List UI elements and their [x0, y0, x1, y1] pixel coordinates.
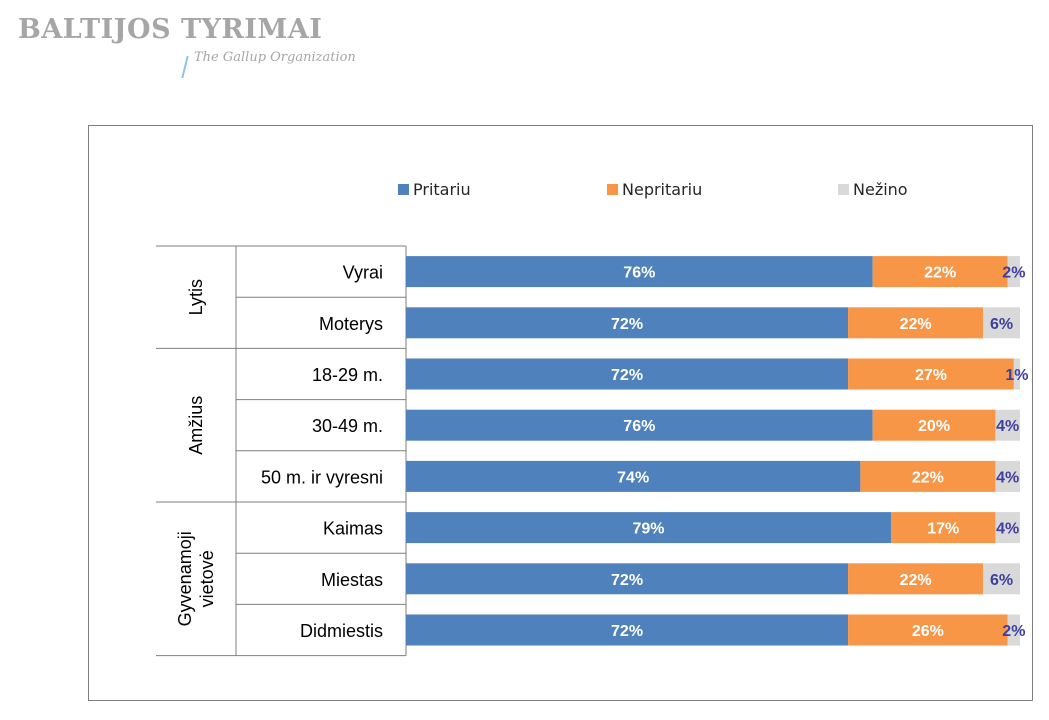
data-label-pritariu-50-m-ir-vyresni: 74% — [617, 469, 649, 486]
category-label-50-m-ir-vyresni: 50 m. ir vyresni — [261, 467, 383, 487]
bar-pritariu-30-49-m — [406, 409, 873, 441]
data-label-nepritariu-50-m-ir-vyresni: 22% — [912, 469, 944, 486]
data-label-pritariu-kaimas: 79% — [633, 521, 665, 538]
data-label-nezino-didmiestis: 2% — [1002, 623, 1025, 640]
bar-nepritariu-50-m-ir-vyresni — [860, 460, 996, 492]
data-label-nepritariu-30-49-m: 20% — [918, 418, 950, 435]
bar-nepritariu-didmiestis — [848, 614, 1008, 646]
data-label-pritariu-30-49-m: 76% — [623, 418, 655, 435]
bar-nezino-kaimas — [995, 512, 1020, 544]
brand-title: BALTIJOS TYRIMAI — [18, 14, 323, 45]
category-label-kaimas: Kaimas — [323, 519, 383, 539]
bar-nezino-didmiestis — [1007, 614, 1020, 646]
data-label-nezino-vyrai: 2% — [1002, 265, 1025, 282]
bar-nepritariu-miestas — [848, 563, 984, 595]
group-label-gyvenamoji-vietove: Gyvenamoji vietovė — [175, 531, 217, 626]
bar-nepritariu-moterys — [848, 307, 984, 339]
data-label-nepritariu-miestas: 22% — [900, 572, 932, 589]
data-label-pritariu-18-29-m: 72% — [611, 367, 643, 384]
bar-pritariu-50-m-ir-vyresni — [406, 460, 861, 492]
category-label-18-29-m: 18-29 m. — [312, 365, 383, 385]
data-label-nezino-moterys: 6% — [990, 316, 1013, 333]
bar-nezino-moterys — [983, 307, 1020, 339]
group-label-amzius: Amžius — [186, 396, 206, 455]
bar-pritariu-moterys — [406, 307, 849, 339]
data-label-nezino-miestas: 6% — [990, 572, 1013, 589]
brand-subtitle: The Gallup Organization — [194, 50, 356, 65]
data-label-nepritariu-18-29-m: 27% — [915, 367, 947, 384]
data-label-nezino-50-m-ir-vyresni: 4% — [996, 469, 1019, 486]
group-label-lytis: Lytis — [186, 279, 206, 315]
data-label-pritariu-miestas: 72% — [611, 572, 643, 589]
bar-pritariu-miestas — [406, 563, 849, 595]
bar-nezino-18-29-m — [1013, 358, 1020, 390]
data-label-nepritariu-didmiestis: 26% — [912, 623, 944, 640]
bar-pritariu-18-29-m — [406, 358, 849, 390]
data-label-nezino-30-49-m: 4% — [996, 418, 1019, 435]
data-label-pritariu-moterys: 72% — [611, 316, 643, 333]
category-label-30-49-m: 30-49 m. — [312, 416, 383, 436]
chart-frame — [88, 125, 1033, 701]
data-label-nepritariu-kaimas: 17% — [927, 521, 959, 538]
data-label-nezino-18-29-m: 1% — [1005, 367, 1028, 384]
bar-nezino-30-49-m — [995, 409, 1020, 441]
data-label-pritariu-didmiestis: 72% — [611, 623, 643, 640]
category-label-moterys: Moterys — [319, 314, 383, 334]
category-label-miestas: Miestas — [321, 570, 383, 590]
bar-nepritariu-kaimas — [891, 512, 996, 544]
data-label-nepritariu-moterys: 22% — [900, 316, 932, 333]
data-label-nepritariu-vyrai: 22% — [924, 265, 956, 282]
bar-pritariu-vyrai — [406, 256, 873, 288]
bar-nezino-vyrai — [1007, 256, 1020, 288]
bar-nepritariu-18-29-m — [848, 358, 1014, 390]
data-label-pritariu-vyrai: 76% — [623, 265, 655, 282]
category-label-didmiestis: Didmiestis — [300, 621, 383, 641]
category-label-vyrai: Vyrai — [343, 263, 383, 283]
bar-nepritariu-30-49-m — [872, 409, 996, 441]
data-label-nezino-kaimas: 4% — [996, 521, 1019, 538]
bar-nezino-miestas — [983, 563, 1020, 595]
bar-nezino-50-m-ir-vyresni — [995, 460, 1020, 492]
bar-pritariu-didmiestis — [406, 614, 849, 646]
bar-pritariu-kaimas — [406, 512, 892, 544]
bar-nepritariu-vyrai — [872, 256, 1008, 288]
